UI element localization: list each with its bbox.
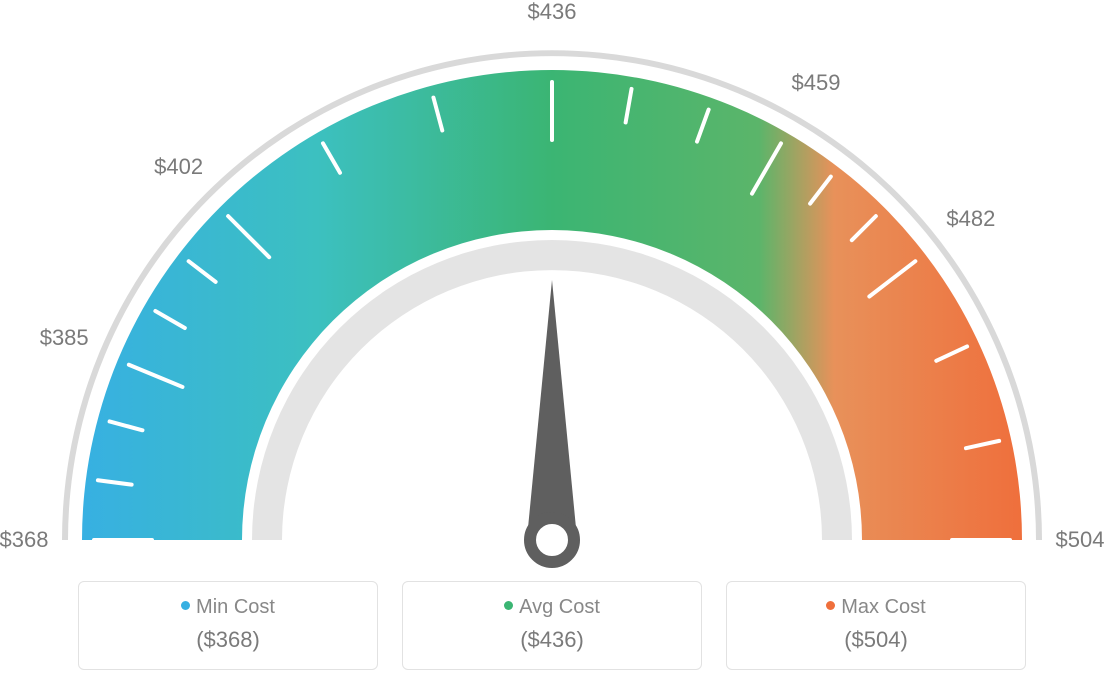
dot-icon-max xyxy=(826,601,835,610)
tick-label: $504 xyxy=(1056,527,1104,553)
dot-icon-avg xyxy=(504,601,513,610)
legend-card-min: Min Cost ($368) xyxy=(78,581,378,670)
legend-value-avg: ($436) xyxy=(421,627,683,653)
tick-label: $385 xyxy=(40,325,89,351)
legend-title-max-text: Max Cost xyxy=(841,596,925,618)
gauge-svg xyxy=(0,0,1104,580)
cost-gauge-widget: $368 $385 $402 $436 $459 $482 $504 Min Cost ($… xyxy=(0,0,1104,690)
legend-value-min: ($368) xyxy=(97,627,359,653)
legend-title-max: Max Cost xyxy=(745,596,1007,619)
legend-row: Min Cost ($368) Avg Cost ($436) Max Cost… xyxy=(0,581,1104,670)
legend-card-avg: Avg Cost ($436) xyxy=(402,581,702,670)
tick-label: $482 xyxy=(946,206,995,232)
tick-label: $436 xyxy=(528,0,577,25)
gauge-chart: $368 $385 $402 $436 $459 $482 $504 xyxy=(0,0,1104,580)
legend-value-max: ($504) xyxy=(745,627,1007,653)
legend-card-max: Max Cost ($504) xyxy=(726,581,1026,670)
needle-hub xyxy=(530,518,574,562)
tick-label: $459 xyxy=(792,70,841,96)
dot-icon-min xyxy=(181,601,190,610)
tick-label: $402 xyxy=(154,154,203,180)
legend-title-min-text: Min Cost xyxy=(196,596,275,618)
legend-title-min: Min Cost xyxy=(97,596,359,619)
needle xyxy=(526,280,577,545)
legend-title-avg: Avg Cost xyxy=(421,596,683,619)
tick-label: $368 xyxy=(0,527,48,553)
legend-title-avg-text: Avg Cost xyxy=(519,596,600,618)
